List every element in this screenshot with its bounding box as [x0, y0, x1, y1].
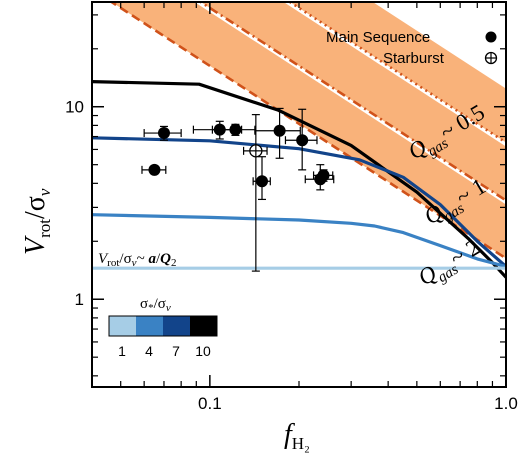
y-tick-label: 1 — [75, 290, 84, 309]
colorbar-tick-1: 1 — [118, 343, 126, 359]
main-sequence-point — [252, 156, 271, 201]
colorbar-swatch-4 — [136, 316, 163, 336]
legend: Main Sequence Starburst — [326, 29, 498, 67]
x-tick-label: 0.1 — [198, 394, 222, 413]
starburst-point — [242, 114, 268, 272]
legend-label-starburst: Starburst — [383, 50, 445, 67]
legend-marker-main-sequence — [485, 31, 497, 43]
x-tick-label: 1.0 — [494, 394, 518, 413]
colorbar-swatch-7 — [163, 316, 190, 336]
flat-line-annotation: Vrot/σν~ a/Q2 — [98, 251, 176, 269]
main-sequence-point — [141, 163, 167, 176]
main-sequence-point — [211, 123, 256, 136]
colorbar-tick-10: 10 — [195, 343, 211, 359]
svg-text:Qgas~ 2: Qgas~ 2 — [414, 234, 487, 294]
colorbar-tick-7: 7 — [172, 343, 180, 359]
colorbar: σ*/σν 1 4 7 10 — [108, 296, 218, 359]
band-edge-q-1 — [198, 2, 506, 202]
colorbar-tick-4: 4 — [145, 343, 153, 359]
main-sequence-point — [312, 169, 334, 182]
band-q-0-5 — [289, 2, 506, 143]
model-line-sigma-7 — [92, 136, 506, 268]
x-axis-title: fH₂ — [284, 419, 310, 453]
main-sequence-point — [284, 108, 318, 171]
svg-text:Vrot/σν: Vrot/σν — [20, 188, 54, 255]
colorbar-swatch-1 — [109, 316, 136, 336]
colorbar-swatch-10 — [190, 316, 217, 336]
main-sequence-point — [143, 125, 182, 141]
axis-ticks: 0.1 1.0 1 10 — [65, 2, 518, 413]
model-line-sigma-4 — [92, 213, 506, 269]
colorbar-title: σ*/σν — [140, 296, 171, 314]
data-points — [141, 107, 335, 272]
main-sequence-point — [254, 107, 301, 159]
legend-marker-starburst — [484, 51, 498, 65]
band-label-q-2: Qgas~ 2 — [414, 234, 487, 294]
y-tick-label: 10 — [65, 98, 84, 117]
legend-label-main-sequence: Main Sequence — [326, 29, 430, 46]
y-axis-title: Vrot/σν — [20, 188, 54, 255]
model-lines — [92, 80, 506, 279]
